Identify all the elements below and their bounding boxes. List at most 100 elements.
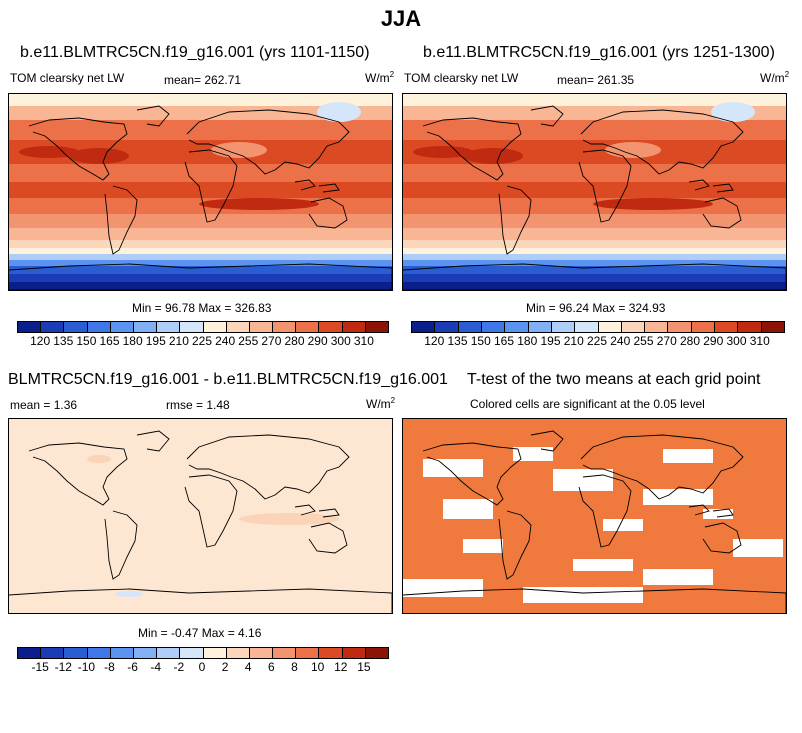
panel4-coastline: [498, 510, 532, 580]
panel1-field-band: [9, 164, 392, 182]
panel3-colorbar-cell: [226, 648, 250, 658]
panel2-colorbar-tick-label: 195: [540, 334, 561, 348]
panel2-coastline: [702, 197, 742, 229]
panel4-nonsignificant-cell: [423, 459, 483, 477]
panel2-colorbar-cell: [645, 322, 669, 332]
panel2-colorbar-cell: [598, 322, 622, 332]
panel2-units-base: W/m: [760, 71, 785, 85]
panel2-field-band: [403, 198, 786, 214]
panel1-coastline: [186, 109, 350, 175]
panel4-nonsignificant-cell: [643, 569, 713, 585]
panel1-colorbar-cell: [157, 322, 181, 332]
panel1-colorbar-tick-label: 165: [99, 334, 120, 348]
panel1-minmax: Min = 96.78 Max = 326.83: [132, 301, 272, 315]
panel1-colorbar-cell: [110, 322, 134, 332]
panel4-nonsignificant-cell: [403, 579, 483, 597]
panel1-colorbar-tick-label: 290: [307, 334, 328, 348]
panel2-field-band: [403, 214, 786, 228]
panel1-field-band: [9, 182, 392, 198]
panel2-colorbar-cell: [738, 322, 762, 332]
panel3-field-patch: [115, 591, 143, 597]
panel2-colorbar-cell: [575, 322, 599, 332]
panel3-colorbar-cell: [110, 648, 134, 658]
panel1-field-band: [9, 214, 392, 228]
panel2-colorbar-tick-label: 120: [424, 334, 445, 348]
panel2-coastline: [578, 149, 632, 223]
panel2-field-band: [403, 182, 786, 198]
panel4-nonsignificant-cell: [513, 447, 553, 461]
panel2-field-band: [403, 120, 786, 140]
panel1-colorbar-tick-label: 195: [145, 334, 166, 348]
panel4-nonsignificant-cell: [443, 499, 493, 519]
panel2-colorbar-tick-label: 280: [679, 334, 701, 348]
panel3-colorbar-tick-label: -10: [77, 660, 96, 674]
panel1-colorbar-tick-label: 135: [53, 334, 74, 348]
panel1-coastline: [28, 117, 128, 181]
panel2-field-patch: [711, 102, 755, 122]
panel2-coastline: [422, 117, 522, 181]
panel3-colorbar-tick-label: -2: [173, 660, 185, 674]
panel3-colorbar-tick-label: 8: [291, 660, 298, 674]
panel2-colorbar-cell: [412, 322, 436, 332]
panel3-colorbar-tick-label: -6: [127, 660, 138, 674]
panel2-colorbar-tick-label: 240: [610, 334, 631, 348]
panel2-field-band: [403, 106, 786, 120]
panel1-variable-label: TOM clearsky net LW: [10, 71, 125, 85]
panel4-nonsignificant-cell: [643, 489, 713, 505]
panel2-field-band: [403, 274, 786, 282]
panel3-mean: mean = 1.36: [10, 398, 78, 412]
panel2-minmax: Min = 96.24 Max = 324.93: [526, 301, 666, 315]
panel3-colorbar-ticks: -15 -12 -10 -8 -6 -4 -2 0 2 4 6 8 10 12 15: [17, 660, 387, 674]
panel2-coastline: [530, 105, 564, 127]
panel3-colorbar-cell: [296, 648, 320, 658]
panel3-coastline: [318, 508, 340, 518]
panel4-nonsignificant-cell: [573, 559, 633, 571]
panel2-colorbar-tick-label: 300: [726, 334, 747, 348]
panel2-coastline: [712, 183, 734, 193]
panel1-field-band: [9, 120, 392, 140]
panel1-colorbar-cell: [273, 322, 297, 332]
panel2-colorbar-tick-label: 270: [656, 334, 677, 348]
panel3-rmse: rmse = 1.48: [166, 398, 230, 412]
panel1-colorbar-tick-label: 150: [76, 334, 97, 348]
panel3-colorbar-cell: [87, 648, 111, 658]
panel1-coastline: [308, 197, 348, 229]
panel2-colorbar-tick-label: 210: [563, 334, 584, 348]
panel2-units-sup: 2: [784, 70, 790, 79]
panel2-coastline: [498, 185, 532, 255]
panel1-colorbar-cell: [319, 322, 343, 332]
panel1-coastline: [318, 183, 340, 193]
panel2-colorbar-cell: [621, 322, 646, 332]
panel1-field-patch: [317, 102, 361, 122]
panel3-colorbar-tick-label: -15: [31, 660, 49, 674]
panel2-field-band: [403, 228, 786, 240]
panel3-colorbar-cell: [180, 648, 204, 658]
panel1-colorbar-cell: [226, 322, 250, 332]
panel1-field-band: [9, 248, 392, 254]
panel1-field-patch: [199, 198, 319, 210]
panel1-field-band: [9, 94, 392, 106]
panel1-field-band: [9, 266, 392, 274]
panel1-field-band: [9, 254, 392, 260]
panel2-colorbar-cell: [528, 322, 552, 332]
panel2-colorbar-tick-label: 165: [493, 334, 515, 348]
panel3-colorbar-cell: [342, 648, 366, 658]
panel2-field-band: [403, 260, 786, 266]
panel1-mean: mean= 262.71: [164, 73, 242, 87]
panel3-colorbar: [17, 647, 389, 659]
panel2-coastline: [580, 109, 744, 175]
panel3-colorbar-cell: [133, 648, 158, 658]
panel1-field-band: [9, 106, 392, 120]
panel1-field-patch: [19, 146, 79, 158]
panel4-coastline: [530, 430, 564, 452]
panel1-colorbar-cell: [133, 322, 158, 332]
panel2-field-band: [403, 164, 786, 182]
panel3-colorbar-cell: [203, 648, 227, 658]
panel4-coastline: [403, 588, 786, 613]
panel2-colorbar-tick-label: 225: [586, 334, 608, 348]
panel1-field-patch: [69, 148, 129, 164]
panel1-coastline: [184, 149, 238, 223]
panel1-colorbar-tick-label: 310: [353, 334, 374, 348]
panel2-title: b.e11.BLMTRC5CN.f19_g16.001 (yrs 1251-13…: [423, 44, 775, 61]
panel3-colorbar-cell: [319, 648, 343, 658]
